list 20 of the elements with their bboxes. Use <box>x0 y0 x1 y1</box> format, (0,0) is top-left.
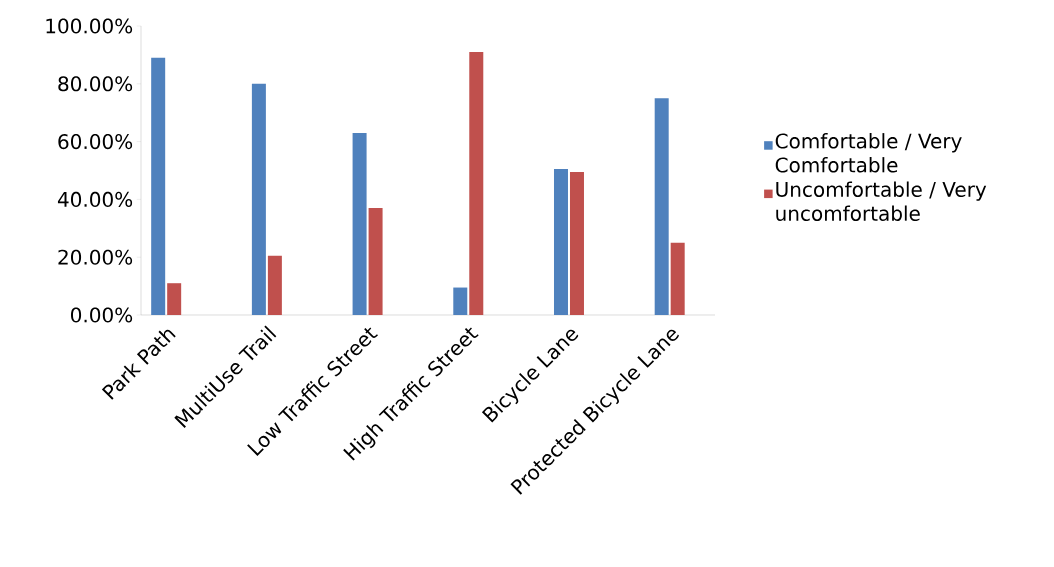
legend-label: Comfortable / Very Comfortable <box>775 133 962 173</box>
y-tick-label: 0.00% <box>71 307 133 323</box>
bar <box>453 287 468 315</box>
bar <box>569 171 584 315</box>
y-tick-label: 20.00% <box>58 249 133 265</box>
legend-label: Uncomfortable / Very uncomfortable <box>776 181 987 221</box>
bar <box>151 57 166 315</box>
bar <box>368 208 383 315</box>
y-tick-label: 80.00% <box>58 76 133 92</box>
bar <box>553 169 568 315</box>
bar <box>352 132 367 315</box>
bar <box>167 283 182 315</box>
y-tick-label: 100.00% <box>46 18 133 34</box>
y-tick-label: 60.00% <box>58 134 133 150</box>
y-tick-label: 40.00% <box>57 191 133 207</box>
bar <box>654 98 669 315</box>
bar <box>267 255 282 315</box>
bar <box>251 83 266 315</box>
bar <box>670 242 685 315</box>
bar <box>469 52 484 315</box>
